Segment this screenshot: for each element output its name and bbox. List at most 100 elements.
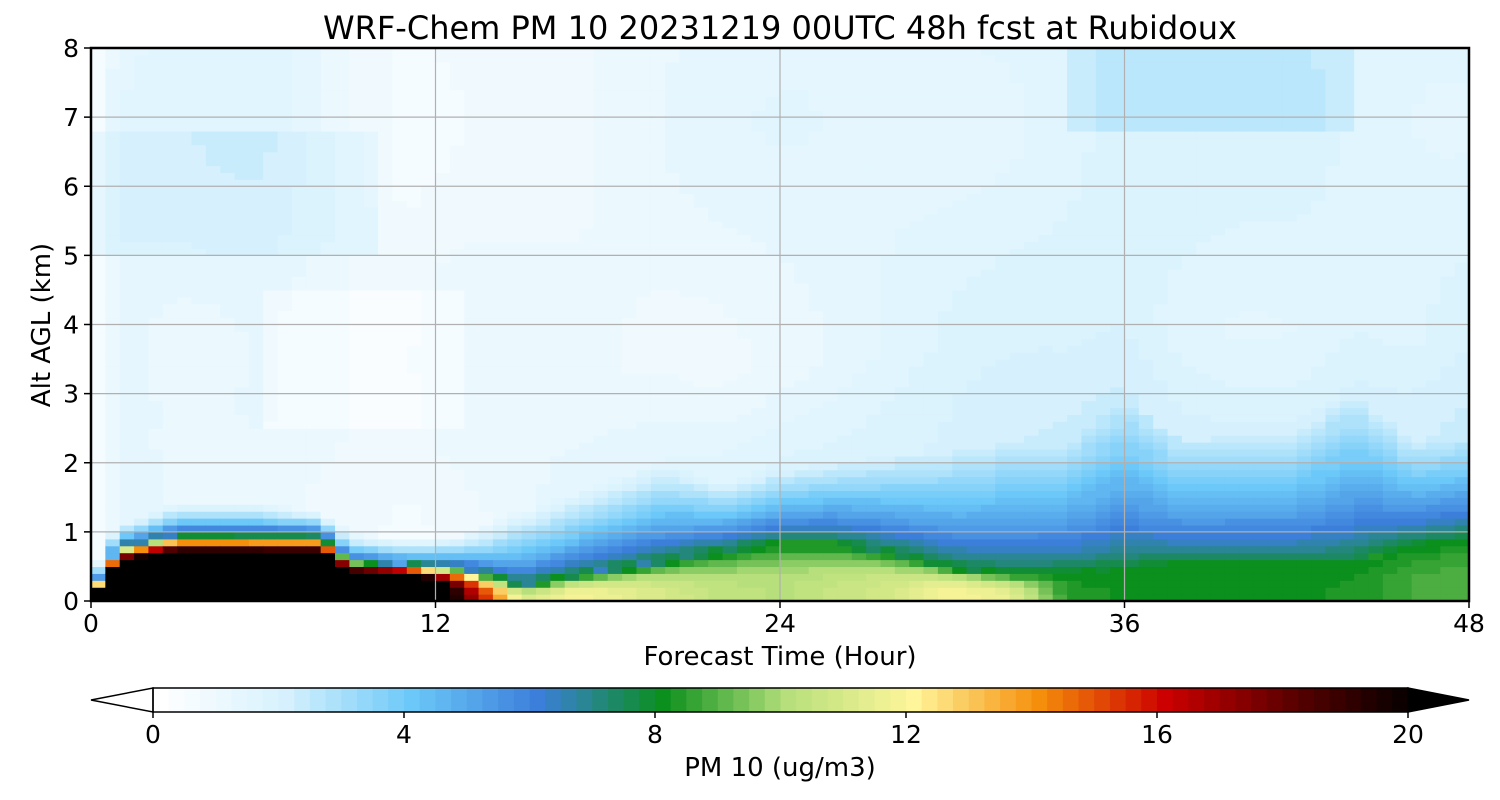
heatmap-cell: [91, 448, 106, 457]
heatmap-cell: [234, 89, 250, 97]
heatmap-cell: [435, 497, 451, 505]
heatmap-cell: [162, 594, 178, 602]
heatmap-cell: [607, 448, 623, 457]
heatmap-cell: [636, 269, 652, 277]
heatmap-cell: [923, 75, 939, 84]
heatmap-cell: [162, 545, 178, 554]
heatmap-cell: [162, 490, 178, 498]
heatmap-cell: [679, 213, 695, 222]
heatmap-cell: [378, 54, 394, 63]
heatmap-cell: [306, 400, 322, 409]
heatmap-cell: [650, 538, 666, 547]
heatmap-cell: [679, 469, 695, 478]
heatmap-cell: [277, 448, 293, 457]
heatmap-cell: [478, 386, 494, 395]
heatmap-cell: [291, 103, 307, 111]
heatmap-cell: [794, 365, 810, 374]
heatmap-cell: [880, 179, 896, 187]
heatmap-cell: [679, 220, 695, 229]
heatmap-cell: [894, 469, 910, 478]
heatmap-cell: [751, 442, 767, 450]
heatmap-cell: [593, 269, 609, 277]
heatmap-cell: [980, 573, 996, 581]
heatmap-cell: [579, 324, 594, 333]
heatmap-cell: [894, 379, 910, 388]
heatmap-cell: [105, 303, 121, 312]
heatmap-cell: [435, 559, 451, 568]
heatmap-cell: [162, 587, 178, 595]
heatmap-cell: [650, 407, 666, 415]
heatmap-cell: [794, 587, 810, 595]
heatmap-cell: [751, 220, 767, 229]
heatmap-cell: [177, 276, 193, 284]
heatmap-cell: [162, 372, 178, 381]
heatmap-cell: [291, 476, 307, 485]
heatmap-cell: [923, 511, 939, 519]
heatmap-cell: [177, 165, 193, 174]
heatmap-cell: [177, 414, 193, 422]
heatmap-cell: [535, 545, 551, 554]
heatmap-cell: [177, 511, 193, 519]
heatmap-cell: [780, 234, 795, 243]
heatmap-cell: [263, 345, 279, 353]
heatmap-cell: [909, 186, 925, 194]
heatmap-cell: [636, 48, 652, 56]
heatmap-cell: [736, 469, 752, 478]
heatmap-cell: [507, 255, 523, 263]
heatmap-cell: [162, 303, 178, 312]
heatmap-cell: [837, 559, 853, 568]
heatmap-cell: [392, 442, 408, 450]
heatmap-cell: [851, 324, 867, 333]
heatmap-cell: [277, 511, 293, 519]
heatmap-cell: [91, 158, 106, 167]
heatmap-cell: [837, 511, 853, 519]
heatmap-cell: [636, 462, 652, 471]
heatmap-cell: [119, 518, 135, 526]
heatmap-cell: [650, 241, 666, 250]
heatmap-cell: [808, 137, 824, 146]
heatmap-cell: [363, 455, 379, 464]
heatmap-cell: [392, 103, 408, 111]
heatmap-cell: [722, 96, 738, 104]
heatmap-cell: [794, 400, 810, 409]
heatmap-cell: [751, 248, 767, 256]
heatmap-cell: [291, 234, 307, 243]
heatmap-cell: [665, 462, 681, 471]
heatmap-cell: [406, 241, 422, 250]
heatmap-cell: [320, 552, 336, 561]
heatmap-cell: [966, 186, 982, 194]
heatmap-cell: [679, 303, 695, 312]
heatmap-cell: [521, 338, 537, 346]
heatmap-cell: [478, 269, 494, 277]
heatmap-cell: [91, 580, 106, 588]
heatmap-cell: [162, 262, 178, 270]
heatmap-cell: [162, 566, 178, 574]
heatmap-cell: [780, 455, 795, 464]
heatmap-cell: [866, 172, 882, 180]
heatmap-cell: [378, 545, 394, 554]
heatmap-cell: [794, 200, 810, 208]
heatmap-cell: [306, 234, 322, 243]
heatmap-cell: [665, 359, 681, 367]
heatmap-cell: [693, 179, 709, 187]
heatmap-cell: [205, 54, 221, 63]
heatmap-cell: [851, 386, 867, 395]
heatmap-cell: [320, 538, 336, 547]
heatmap-cell: [349, 200, 365, 208]
heatmap-cell: [363, 580, 379, 588]
heatmap-cell: [220, 359, 236, 367]
heatmap-cell: [937, 186, 953, 194]
heatmap-cell: [880, 48, 896, 56]
heatmap-cell: [177, 545, 193, 554]
heatmap-cell: [966, 241, 982, 250]
heatmap-cell: [162, 538, 178, 547]
heatmap-cell: [335, 124, 350, 132]
heatmap-cell: [277, 372, 293, 381]
heatmap-cell: [564, 213, 580, 222]
heatmap-cell: [162, 359, 178, 367]
heatmap-cell: [894, 365, 910, 374]
heatmap-cell: [378, 158, 394, 167]
heatmap-cell: [205, 61, 221, 70]
heatmap-cell: [607, 227, 623, 236]
heatmap-cell: [564, 324, 580, 333]
